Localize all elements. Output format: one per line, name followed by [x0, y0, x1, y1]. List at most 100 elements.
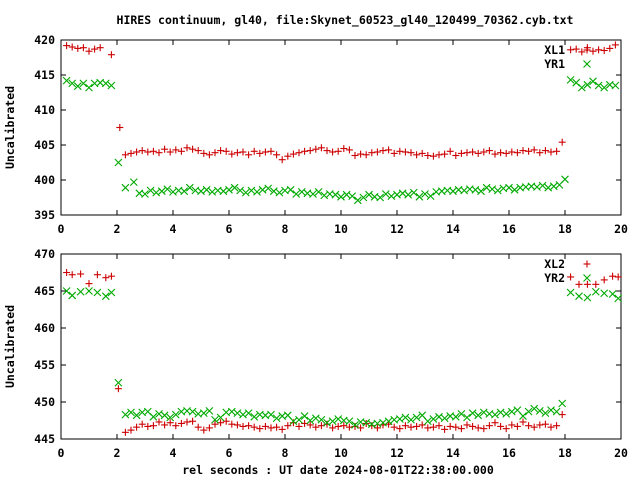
data-point — [101, 292, 110, 301]
x-tick-label: 12 — [390, 222, 404, 236]
data-point — [353, 196, 362, 205]
marker-stroke — [367, 420, 376, 429]
marker-stroke — [502, 409, 511, 418]
data-point — [217, 147, 225, 155]
data-point — [614, 273, 622, 281]
marker-stroke — [566, 288, 575, 297]
data-point — [452, 152, 460, 159]
data-point — [177, 419, 185, 427]
data-point — [530, 423, 538, 431]
marker-stroke — [387, 192, 396, 200]
marker-stroke — [323, 418, 331, 427]
data-point — [334, 147, 342, 155]
data-point — [535, 406, 544, 415]
data-point — [205, 424, 213, 432]
data-point — [114, 385, 122, 393]
marker-stroke — [152, 188, 161, 197]
marker-stroke — [114, 158, 123, 167]
data-point — [211, 420, 219, 428]
data-point — [199, 409, 208, 417]
marker-stroke — [513, 406, 522, 415]
data-point — [256, 149, 264, 157]
data-point — [93, 271, 101, 279]
marker-stroke — [283, 411, 292, 420]
marker-stroke — [127, 408, 135, 417]
data-point — [480, 425, 488, 433]
x-tick-label: 6 — [226, 446, 233, 460]
data-point — [519, 418, 527, 426]
data-point — [85, 287, 93, 295]
data-point — [155, 149, 163, 157]
marker-stroke — [320, 191, 329, 200]
series-yr2 — [62, 287, 623, 429]
marker-stroke — [395, 415, 404, 423]
marker-stroke — [493, 186, 502, 195]
marker-stroke — [591, 287, 600, 296]
data-point — [357, 150, 365, 158]
data-point — [474, 424, 482, 432]
data-point — [233, 421, 241, 429]
data-point — [525, 147, 533, 155]
data-point — [505, 183, 513, 192]
data-point — [74, 44, 82, 52]
data-point — [93, 288, 102, 297]
data-point — [575, 292, 583, 301]
marker-stroke — [227, 407, 236, 416]
marker-stroke — [373, 419, 382, 428]
marker-stroke — [101, 292, 110, 301]
legend-marker — [583, 46, 591, 54]
data-point — [200, 426, 208, 434]
y-tick-label: 455 — [34, 358, 55, 372]
data-point — [474, 149, 482, 157]
data-point — [241, 188, 250, 197]
data-point — [189, 145, 197, 153]
data-point — [441, 425, 449, 433]
data-point — [407, 423, 415, 431]
y-tick-label: 450 — [34, 395, 55, 409]
data-point — [233, 409, 242, 417]
marker-stroke — [477, 187, 485, 196]
data-point — [273, 423, 281, 431]
x-tick-label: 18 — [558, 446, 572, 460]
marker-stroke — [114, 378, 123, 387]
marker-stroke — [166, 413, 175, 422]
data-point — [345, 417, 354, 426]
data-point — [463, 421, 471, 429]
data-point — [609, 272, 617, 280]
data-point — [144, 148, 152, 156]
data-point — [485, 422, 493, 430]
y-tick-label: 445 — [34, 432, 55, 446]
data-point — [337, 192, 345, 201]
data-point — [323, 147, 331, 155]
marker-stroke — [530, 404, 539, 413]
data-point — [547, 406, 555, 415]
data-point — [278, 425, 286, 433]
data-point — [519, 412, 527, 420]
data-point — [592, 280, 600, 288]
data-point — [132, 411, 141, 420]
marker-stroke — [460, 186, 469, 195]
data-point — [188, 407, 197, 416]
data-point — [547, 423, 555, 431]
data-point — [479, 408, 488, 417]
marker-stroke — [194, 409, 203, 418]
data-point — [267, 410, 275, 419]
marker-stroke — [552, 407, 561, 416]
marker-stroke — [381, 190, 390, 198]
legend-label: XL2 — [544, 257, 565, 271]
data-point — [578, 48, 586, 56]
data-point — [62, 287, 71, 295]
marker-stroke — [236, 186, 245, 195]
x-tick-label: 20 — [614, 222, 628, 236]
marker-stroke — [415, 192, 424, 201]
data-point — [589, 47, 597, 55]
marker-stroke — [211, 415, 219, 424]
data-point — [474, 411, 483, 420]
marker-stroke — [479, 408, 488, 417]
data-point — [250, 147, 258, 155]
marker-stroke — [222, 408, 231, 417]
marker-stroke — [331, 190, 340, 199]
data-point — [295, 415, 303, 424]
data-point — [227, 407, 236, 416]
data-point — [541, 147, 549, 155]
